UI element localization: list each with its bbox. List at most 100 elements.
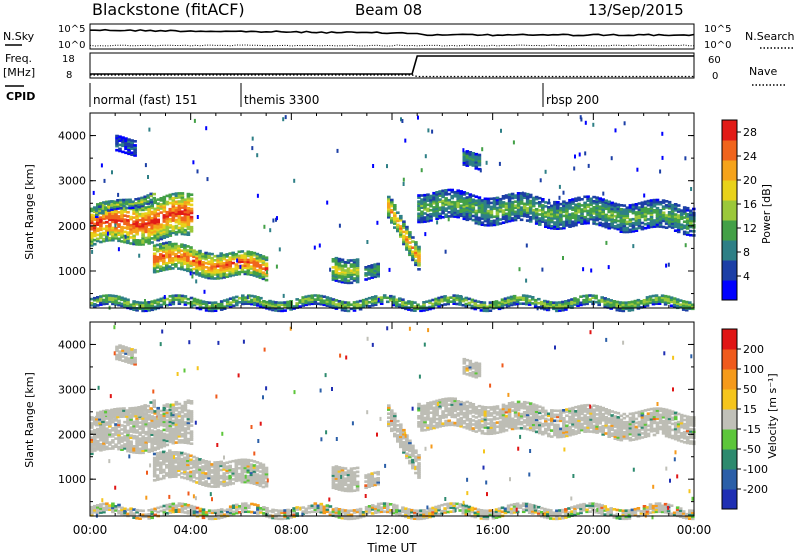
echo-cell	[259, 301, 263, 304]
echo-cell	[228, 266, 232, 270]
echo-cell	[246, 268, 251, 272]
echo-cell	[162, 452, 166, 456]
echo-cell	[174, 419, 179, 422]
echo-cell	[598, 197, 602, 200]
echo-cell	[577, 198, 581, 202]
echo-cell	[525, 201, 530, 204]
echo-cell	[165, 200, 170, 204]
echo-cell	[689, 217, 693, 221]
echo-cell	[177, 210, 182, 213]
echo-cell	[515, 300, 520, 304]
echo-cell	[117, 433, 121, 437]
echo-cell	[174, 259, 178, 262]
echo-cell	[603, 299, 607, 302]
echo-cell	[543, 301, 547, 305]
echo-cell	[165, 297, 170, 301]
echo-cell	[438, 214, 442, 218]
echo-cell	[628, 222, 633, 225]
echo-cell	[392, 301, 396, 305]
echo-cell	[404, 305, 408, 308]
echo-cell	[120, 215, 124, 219]
echo-cell	[486, 209, 491, 213]
echo-cell	[420, 406, 424, 410]
echo-cell	[133, 146, 137, 149]
echo-cell	[105, 214, 109, 218]
echo-cell	[165, 217, 170, 220]
echo-cell	[473, 305, 478, 309]
echo-cell	[390, 221, 394, 224]
echo-cell	[126, 235, 130, 238]
echo-cell	[417, 466, 421, 469]
echo-cell	[464, 302, 469, 306]
echo-cell	[216, 469, 220, 472]
echo-cell	[165, 443, 170, 447]
echo-cell	[340, 478, 345, 482]
echo-cell	[673, 223, 678, 226]
echo-cell	[352, 279, 357, 282]
echo-cell	[422, 305, 426, 308]
echo-cell	[195, 467, 199, 470]
echo-cell	[459, 208, 463, 211]
echo-cell	[165, 456, 169, 459]
echo-cell	[444, 409, 448, 413]
echo-cell	[334, 477, 339, 480]
echo-cell	[627, 303, 632, 306]
echo-cell	[337, 478, 342, 481]
echo-cell	[625, 212, 630, 216]
echo-cell	[186, 413, 191, 417]
echo-cell	[216, 254, 220, 258]
echo-cell	[159, 440, 164, 443]
echo-cell	[432, 202, 436, 205]
echo-cell	[553, 215, 557, 218]
echo-cell	[122, 204, 126, 208]
echo-cell	[261, 263, 266, 266]
echo-cell	[634, 211, 639, 214]
echo-cell	[423, 418, 427, 422]
echo-cell	[255, 473, 260, 476]
echo-cell	[120, 219, 124, 223]
echo-cell	[503, 301, 508, 305]
echo-cell	[155, 478, 160, 481]
echo-cell	[180, 408, 185, 412]
echo-cell	[152, 268, 157, 272]
echo-cell	[390, 409, 394, 412]
echo-cell	[642, 303, 647, 306]
echo-cell	[509, 303, 514, 307]
echo-cell	[96, 217, 100, 220]
echo-cell	[630, 300, 635, 304]
echo-cell	[213, 277, 217, 280]
echo-cell	[231, 261, 235, 265]
echo-cell	[447, 215, 451, 218]
echo-cell	[340, 484, 345, 488]
echo-cell	[652, 202, 657, 206]
echo-cell	[655, 206, 660, 210]
echo-cell	[411, 462, 415, 466]
echo-cell	[126, 445, 130, 449]
echo-cell	[156, 300, 160, 304]
echo-cell	[102, 207, 106, 210]
echo-cell	[334, 256, 339, 260]
echo-cell	[471, 152, 476, 155]
echo-cell	[670, 218, 675, 221]
echo-cell	[261, 277, 266, 281]
echo-cell	[423, 206, 427, 209]
echo-cell	[340, 466, 345, 470]
echo-cell	[225, 461, 229, 464]
echo-cell	[522, 210, 527, 214]
echo-cell	[655, 215, 660, 218]
echo-cell	[111, 302, 115, 306]
echo-cell	[105, 421, 109, 424]
echo-cell	[474, 221, 479, 225]
echo-cell	[553, 200, 557, 204]
echo-cell	[600, 300, 604, 303]
echo-cell	[429, 202, 433, 206]
noise-cell	[111, 170, 113, 175]
echo-cell	[373, 477, 377, 481]
echo-cell	[159, 257, 163, 260]
echo-cell	[177, 267, 181, 270]
echo-cell	[117, 233, 121, 236]
echo-cell	[367, 473, 371, 476]
echo-cell	[477, 208, 482, 212]
echo-cell	[243, 464, 248, 468]
echo-cell	[174, 469, 178, 472]
